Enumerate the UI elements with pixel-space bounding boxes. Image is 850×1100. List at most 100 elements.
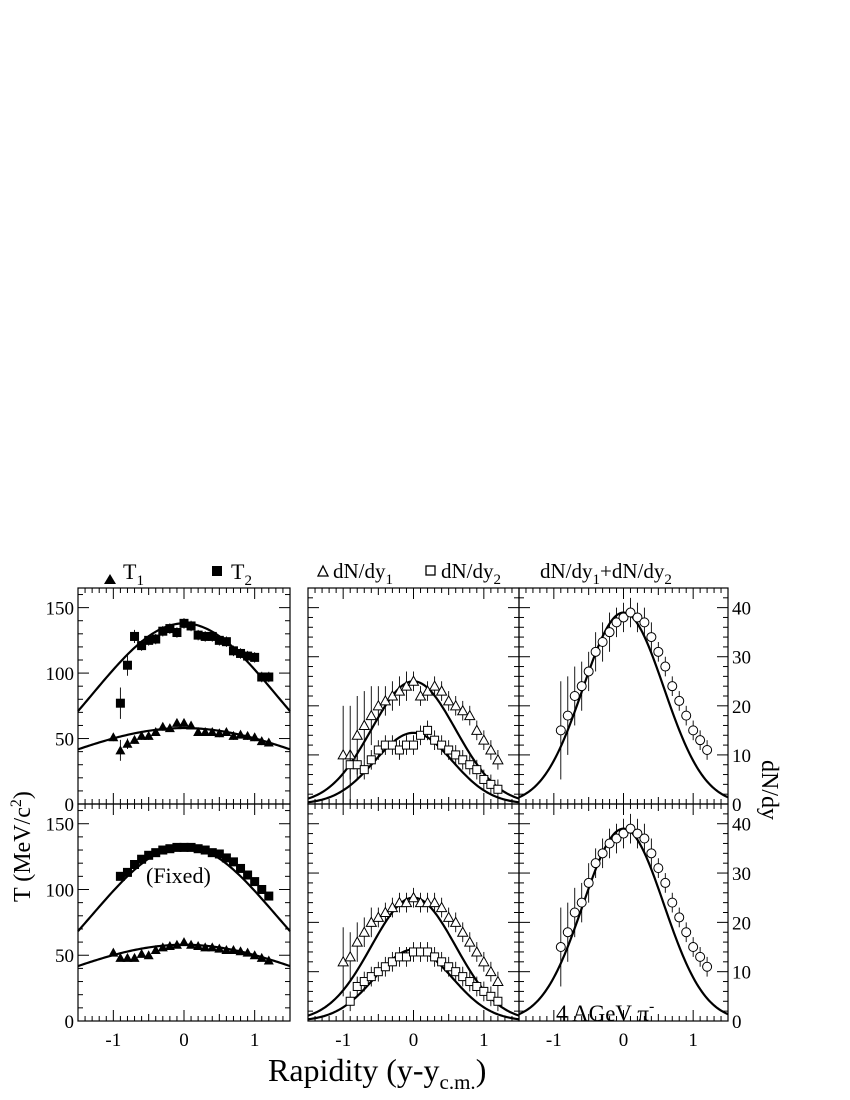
data-point (257, 672, 267, 682)
data-point (442, 694, 455, 706)
y-tick-label-right: 20 (732, 697, 751, 718)
data-point (702, 745, 713, 755)
y-tick-label-left: 0 (65, 795, 75, 816)
data-point (442, 911, 455, 922)
tick-labels: -1 0 1 -1 0 1 -1 0 10501001500501001500102030400… (46, 599, 752, 1051)
legend-marker-t2 (212, 566, 222, 576)
data-point (249, 732, 260, 742)
data-point (150, 944, 161, 954)
data-point (435, 685, 448, 696)
data-point (414, 896, 427, 908)
data-point (437, 740, 447, 750)
data-point (136, 730, 147, 740)
data-point (358, 719, 371, 730)
data-point (569, 907, 580, 918)
data-point (221, 853, 231, 863)
y-tick-label-right: 10 (732, 746, 751, 767)
data-point (583, 666, 594, 677)
data-point (485, 743, 497, 755)
data-point (373, 967, 383, 977)
fit-curve (518, 611, 729, 799)
panels (77, 587, 729, 1022)
data-point (344, 950, 357, 962)
data-point (428, 896, 441, 908)
data-point (264, 891, 274, 901)
data-point (583, 877, 594, 888)
data-point (200, 631, 210, 641)
data-point (235, 946, 246, 956)
data-point (157, 721, 168, 731)
data-point (444, 962, 454, 972)
data-point (193, 630, 203, 640)
data-point (186, 939, 197, 949)
data-point (358, 926, 371, 937)
data-point (150, 727, 161, 736)
data-point (472, 765, 482, 775)
y-tick-label-left: 0 (65, 1012, 75, 1033)
data-point (164, 723, 175, 733)
data-point (200, 942, 211, 952)
data-point (416, 730, 426, 740)
data-point (172, 842, 182, 852)
data-point (122, 867, 132, 877)
data-point (365, 709, 378, 721)
data-point (667, 681, 678, 692)
data-point (236, 863, 246, 873)
data-point (144, 635, 154, 645)
data-point (674, 912, 685, 923)
data-point (129, 734, 140, 744)
data-point (122, 660, 132, 670)
data-point (352, 981, 362, 991)
data-point (351, 729, 364, 740)
panel-top-middle (307, 587, 520, 805)
panel-bottom-middle (307, 803, 520, 1022)
panel-bottom-left (77, 803, 291, 1022)
data-point (108, 947, 119, 957)
data-point (667, 897, 678, 908)
legend-label-sum: dN/dy1+dN/dy2 (540, 559, 672, 588)
data-point (597, 848, 608, 859)
legend-middle: dN/dy1 dN/dy2 (316, 559, 501, 588)
data-point (562, 927, 573, 938)
data-point (660, 661, 671, 672)
data-point (430, 952, 440, 962)
data-point (695, 735, 706, 746)
data-point (681, 710, 692, 721)
data-point (171, 717, 182, 727)
data-point (590, 646, 601, 657)
data-point (394, 745, 404, 755)
x-tick-label: -1 (105, 1030, 121, 1051)
data-point (407, 675, 420, 686)
data-point (451, 967, 461, 977)
data-point (122, 952, 133, 962)
data-point (653, 863, 664, 874)
data-point (108, 732, 119, 742)
data-point (122, 738, 133, 748)
y-tick-label-left: 50 (55, 946, 74, 967)
fit-curve (518, 827, 729, 1016)
data-point (688, 725, 699, 736)
data-point (186, 621, 196, 631)
data-point (470, 724, 483, 735)
legend-label-dndy2: dN/dy2 (441, 559, 501, 588)
data-point (590, 858, 601, 869)
data-point (380, 962, 390, 972)
data-point (479, 986, 489, 996)
data-point (485, 965, 497, 977)
y-tick-label-right: 20 (732, 913, 751, 934)
data-point (345, 996, 355, 1006)
y-tick-label-right: 0 (732, 1012, 742, 1033)
data-point (115, 952, 126, 962)
data-point (337, 748, 350, 760)
data-point (646, 848, 657, 859)
y-tick-label-right: 10 (732, 963, 751, 984)
data-point (179, 717, 189, 727)
x-tick-label: 0 (409, 1030, 419, 1051)
data-point (465, 760, 475, 770)
data-point (130, 859, 140, 869)
data-point (409, 740, 418, 750)
data-point (129, 952, 140, 962)
data-point (470, 945, 483, 957)
data-point (263, 955, 274, 965)
data-point (463, 709, 476, 721)
